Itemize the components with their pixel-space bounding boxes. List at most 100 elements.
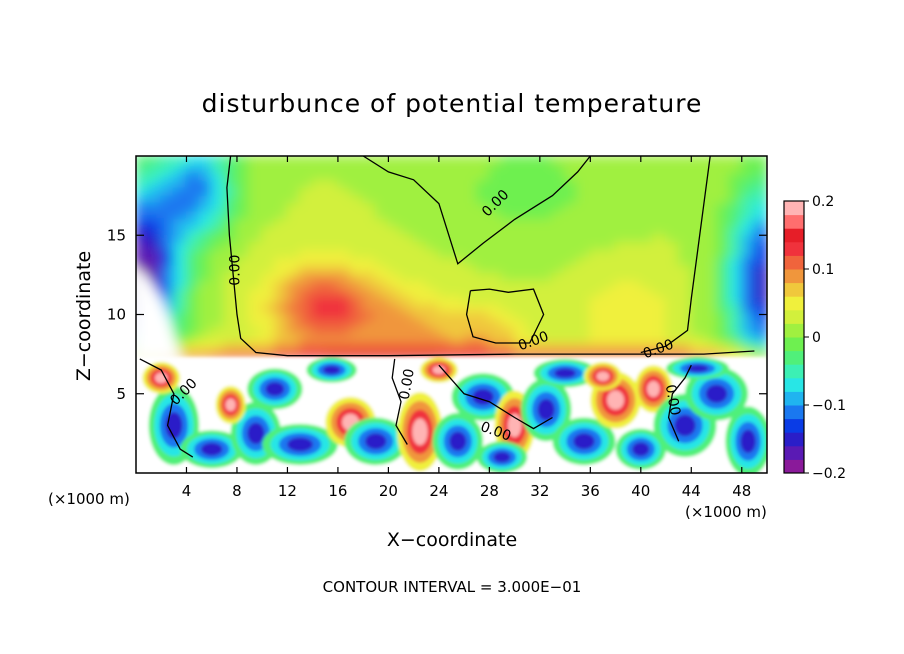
field-cell	[652, 232, 668, 243]
field-cell	[261, 185, 276, 196]
field-cell	[437, 294, 453, 305]
field-cell	[614, 185, 630, 196]
field-cell	[450, 247, 466, 258]
field-cell	[753, 224, 767, 235]
field-cell	[235, 156, 251, 165]
field-cell	[576, 224, 592, 235]
field-cell	[412, 309, 428, 320]
zero-contour-right	[640, 156, 711, 354]
field-cell	[601, 271, 617, 281]
field-cell	[652, 348, 668, 359]
field-cell	[551, 216, 567, 227]
field-cell	[450, 193, 466, 204]
field-cell	[589, 255, 604, 266]
x-unit-right: (×1000 m)	[685, 503, 767, 521]
field-cell	[665, 232, 680, 243]
field-cell	[185, 240, 201, 250]
field-cell	[665, 193, 680, 204]
field-cell	[652, 333, 668, 343]
field-cell	[299, 224, 314, 235]
field-cell	[589, 294, 604, 305]
field-cell	[576, 247, 592, 258]
field-cell	[437, 240, 453, 250]
field-cell	[362, 216, 377, 227]
field-cell	[463, 255, 478, 266]
field-cell	[665, 294, 680, 305]
field-cell	[185, 156, 201, 165]
field-cell	[286, 325, 302, 336]
field-cell	[286, 271, 302, 281]
field-cell	[526, 193, 541, 204]
field-cell	[349, 278, 365, 289]
field-cell	[437, 325, 453, 336]
field-cell	[652, 216, 668, 227]
field-cell	[564, 224, 579, 235]
field-cell	[311, 309, 327, 320]
field-cell	[690, 193, 705, 204]
field-cell	[349, 224, 365, 235]
field-cell	[286, 224, 302, 235]
field-cell	[665, 325, 680, 336]
field-cell	[362, 348, 377, 359]
field-cell	[286, 255, 302, 266]
field-cell	[235, 340, 251, 351]
field-cell	[400, 201, 415, 212]
field-cell	[690, 302, 705, 312]
field-cell	[665, 302, 680, 312]
field-cell	[425, 317, 440, 328]
field-cell	[614, 247, 630, 258]
field-cell	[412, 178, 428, 188]
field-cell	[400, 294, 415, 305]
field-cell	[538, 216, 554, 227]
x-tick-label: 28	[480, 482, 499, 500]
field-cell	[400, 302, 415, 312]
field-cell	[362, 271, 377, 281]
field-cell	[702, 340, 718, 351]
field-cell	[526, 255, 541, 266]
field-cell	[185, 294, 201, 305]
field-cell	[551, 286, 567, 297]
field-cell	[551, 178, 567, 188]
field-cell	[513, 333, 529, 343]
field-cell	[172, 309, 188, 320]
field-cell	[463, 201, 478, 212]
field-cell	[172, 178, 188, 188]
field-cell	[362, 240, 377, 250]
field-cell	[652, 156, 668, 165]
field-cell	[475, 333, 491, 343]
field-cell	[160, 162, 175, 173]
field-cell	[526, 286, 541, 297]
field-cell	[627, 232, 642, 243]
contour-interval-note: CONTOUR INTERVAL = 3.000E−01	[323, 578, 582, 596]
field-cell	[677, 255, 693, 266]
field-cell	[463, 185, 478, 196]
field-cell	[753, 247, 767, 258]
field-cell	[715, 317, 731, 328]
field-cell	[311, 232, 327, 243]
zero-contour-upper	[362, 156, 591, 265]
field-cell	[627, 325, 642, 336]
field-cell	[387, 201, 403, 212]
field-cell	[400, 170, 415, 181]
field-cell	[400, 309, 415, 320]
field-cell	[336, 170, 352, 181]
field-cell	[614, 156, 630, 165]
field-cell	[753, 185, 767, 196]
field-cell	[425, 333, 440, 343]
field-cell	[740, 286, 756, 297]
field-cell	[526, 302, 541, 312]
field-cell	[475, 170, 491, 181]
field-cell	[273, 216, 289, 227]
field-cell	[488, 294, 503, 305]
field-cell	[475, 309, 491, 320]
turbulent-cell	[646, 380, 660, 398]
field-cell	[475, 185, 491, 196]
field-cell	[387, 247, 403, 258]
field-cell	[437, 340, 453, 351]
field-cell	[299, 162, 314, 173]
field-cell	[210, 278, 226, 289]
field-cell	[374, 278, 390, 289]
field-cell	[387, 178, 403, 188]
contour-label: 0.00	[228, 255, 244, 286]
field-cell	[336, 209, 352, 219]
